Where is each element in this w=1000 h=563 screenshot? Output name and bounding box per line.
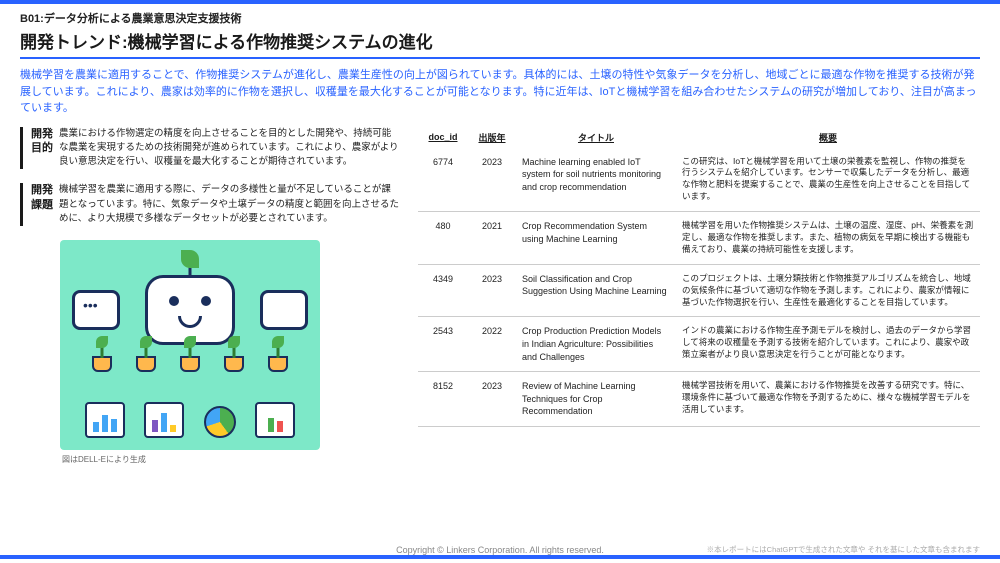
plant-icon <box>136 356 156 372</box>
left-column: 開発 目的 農業における作物選定の精度を向上させることを目的とした開発や、持続可… <box>20 127 400 466</box>
cell-title: Soil Classification and Crop Suggestion … <box>516 264 676 317</box>
illustration <box>60 240 320 450</box>
challenge-block: 開発 課題 機械学習を農業に適用する際に、データの多様性と量が不足していることが… <box>20 183 400 226</box>
papers-table: doc_id 出版年 タイトル 概要 67742023Machine learn… <box>418 127 980 427</box>
table-row: 81522023Review of Machine Learning Techn… <box>418 372 980 427</box>
purpose-text: 農業における作物選定の精度を向上させることを目的とした開発や、持続可能な農業を実… <box>59 127 400 170</box>
plant-icon <box>180 356 200 372</box>
cell-title: Crop Production Prediction Models in Ind… <box>516 317 676 372</box>
plant-icon <box>224 356 244 372</box>
illustration-caption: 図はDELL-Eにより生成 <box>62 454 400 465</box>
device-icon <box>72 290 120 330</box>
block-bar <box>20 127 23 170</box>
cell-id: 2543 <box>418 317 468 372</box>
cell-title: Machine learning enabled IoT system for … <box>516 148 676 212</box>
table-row: 43492023Soil Classification and Crop Sug… <box>418 264 980 317</box>
robot-smile <box>178 316 202 328</box>
content-area: 開発 目的 農業における作物選定の精度を向上させることを目的とした開発や、持続可… <box>0 127 1000 466</box>
table-header-row: doc_id 出版年 タイトル 概要 <box>418 127 980 148</box>
cell-summary: この研究は、IoTと機械学習を用いて土壌の栄養素を監視し、作物の推奨を行うシステ… <box>676 148 980 212</box>
disclaimer: ※本レポートにはChatGPTで生成された文章や それを基にした文章も含まれます <box>707 544 980 555</box>
th-title: タイトル <box>516 127 676 148</box>
cell-id: 8152 <box>418 372 468 427</box>
footer <box>0 555 1000 559</box>
robot-eyes <box>148 296 232 306</box>
challenge-label: 開発 課題 <box>31 183 59 226</box>
robot-icon <box>145 275 235 345</box>
intro-text: 機械学習を農業に適用することで、作物推奨システムが進化し、農業生産性の向上が図ら… <box>20 67 980 117</box>
table-row: 67742023Machine learning enabled IoT sys… <box>418 148 980 212</box>
th-id: doc_id <box>418 127 468 148</box>
category-label: B01:データ分析による農業意思決定支援技術 <box>20 10 1000 26</box>
block-bar <box>20 183 23 226</box>
copyright: Copyright © Linkers Corporation. All rig… <box>396 545 604 555</box>
cell-year: 2022 <box>468 317 516 372</box>
table-row: 4802021Crop Recommendation System using … <box>418 212 980 265</box>
pie-chart-icon <box>204 406 236 438</box>
cell-summary: このプロジェクトは、土壌分類技術と作物推奨アルゴリズムを統合し、地域の気候条件に… <box>676 264 980 317</box>
purpose-label: 開発 目的 <box>31 127 59 170</box>
cell-id: 6774 <box>418 148 468 212</box>
right-column: doc_id 出版年 タイトル 概要 67742023Machine learn… <box>418 127 980 466</box>
cell-year: 2023 <box>468 264 516 317</box>
stats-icon <box>255 402 295 438</box>
cell-year: 2023 <box>468 148 516 212</box>
cell-summary: インドの農業における作物生産予測モデルを検討し、過去のデータから学習して将来の収… <box>676 317 980 372</box>
header-strip <box>0 0 1000 4</box>
title-underline <box>20 57 980 59</box>
cell-year: 2021 <box>468 212 516 265</box>
purpose-block: 開発 目的 農業における作物選定の精度を向上させることを目的とした開発や、持続可… <box>20 127 400 170</box>
plant-icon <box>92 356 112 372</box>
footer-bar <box>0 555 1000 559</box>
challenge-text: 機械学習を農業に適用する際に、データの多様性と量が不足していることが課題となって… <box>59 183 400 226</box>
cell-id: 4349 <box>418 264 468 317</box>
line-chart-icon <box>85 402 125 438</box>
th-summary: 概要 <box>676 127 980 148</box>
table-row: 25432022Crop Production Prediction Model… <box>418 317 980 372</box>
cell-title: Review of Machine Learning Techniques fo… <box>516 372 676 427</box>
plant-icon <box>268 356 288 372</box>
cell-title: Crop Recommendation System using Machine… <box>516 212 676 265</box>
cell-summary: 機械学習技術を用いて、農業における作物推奨を改善する研究です。特に、環境条件に基… <box>676 372 980 427</box>
device-icon <box>260 290 308 330</box>
th-year: 出版年 <box>468 127 516 148</box>
plants-row <box>60 356 320 372</box>
bar-chart-icon <box>144 402 184 438</box>
cell-summary: 機械学習を用いた作物推奨システムは、土壌の温度、湿度、pH、栄養素を測定し、最適… <box>676 212 980 265</box>
cell-year: 2023 <box>468 372 516 427</box>
charts-row <box>60 402 320 438</box>
cell-id: 480 <box>418 212 468 265</box>
leaf-icon <box>181 250 199 268</box>
page-title: 開発トレンド:機械学習による作物推奨システムの進化 <box>20 28 1000 53</box>
